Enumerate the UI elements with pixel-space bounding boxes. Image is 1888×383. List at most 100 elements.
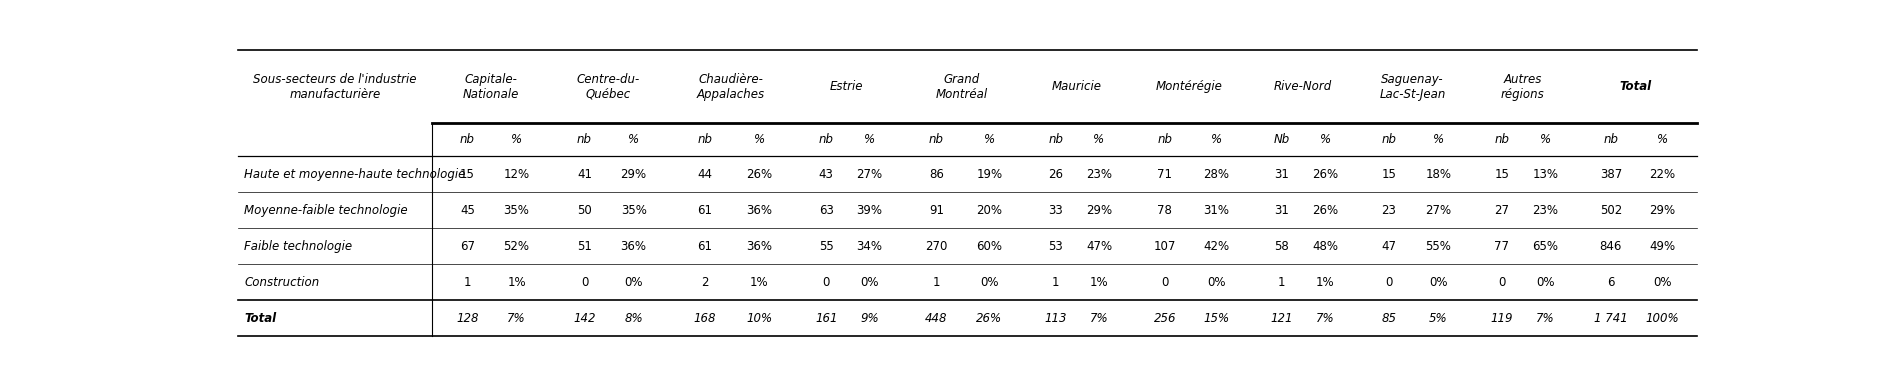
Text: %: % bbox=[865, 133, 874, 146]
Text: 71: 71 bbox=[1157, 168, 1172, 181]
Text: 31: 31 bbox=[1274, 168, 1290, 181]
Text: %: % bbox=[1433, 133, 1444, 146]
Text: 0%: 0% bbox=[1537, 276, 1554, 289]
Text: 60%: 60% bbox=[976, 240, 1003, 253]
Text: 1: 1 bbox=[1052, 276, 1059, 289]
Text: 121: 121 bbox=[1271, 312, 1293, 325]
Text: Autres
régions: Autres régions bbox=[1501, 73, 1544, 101]
Text: Construction: Construction bbox=[244, 276, 319, 289]
Text: 53: 53 bbox=[1048, 240, 1063, 253]
Text: 0: 0 bbox=[1386, 276, 1393, 289]
Text: 51: 51 bbox=[578, 240, 593, 253]
Text: 26%: 26% bbox=[1312, 204, 1339, 217]
Text: 26%: 26% bbox=[746, 168, 772, 181]
Text: nb: nb bbox=[578, 133, 593, 146]
Text: 1%: 1% bbox=[508, 276, 527, 289]
Text: 113: 113 bbox=[1044, 312, 1067, 325]
Text: 161: 161 bbox=[816, 312, 838, 325]
Text: 36%: 36% bbox=[746, 204, 772, 217]
Text: 0%: 0% bbox=[1654, 276, 1673, 289]
Text: 85: 85 bbox=[1382, 312, 1397, 325]
Text: 61: 61 bbox=[697, 204, 712, 217]
Text: 0%: 0% bbox=[1429, 276, 1448, 289]
Text: 86: 86 bbox=[929, 168, 944, 181]
Text: 128: 128 bbox=[457, 312, 478, 325]
Text: 119: 119 bbox=[1492, 312, 1512, 325]
Text: 1%: 1% bbox=[1089, 276, 1108, 289]
Text: 55%: 55% bbox=[1425, 240, 1452, 253]
Text: Nb: Nb bbox=[1274, 133, 1290, 146]
Text: %: % bbox=[1539, 133, 1550, 146]
Text: Sous-secteurs de l'industrie
manufacturière: Sous-secteurs de l'industrie manufacturi… bbox=[253, 73, 417, 101]
Text: 63: 63 bbox=[819, 204, 834, 217]
Text: 1: 1 bbox=[933, 276, 940, 289]
Text: 22%: 22% bbox=[1650, 168, 1677, 181]
Text: 387: 387 bbox=[1599, 168, 1622, 181]
Text: Centre-du-
Québec: Centre-du- Québec bbox=[576, 73, 640, 101]
Text: 7%: 7% bbox=[1535, 312, 1554, 325]
Text: 1: 1 bbox=[1278, 276, 1286, 289]
Text: 20%: 20% bbox=[976, 204, 1003, 217]
Text: 41: 41 bbox=[578, 168, 593, 181]
Text: 15: 15 bbox=[1382, 168, 1397, 181]
Text: %: % bbox=[1658, 133, 1669, 146]
Text: 0%: 0% bbox=[625, 276, 644, 289]
Text: 43: 43 bbox=[819, 168, 834, 181]
Text: 34%: 34% bbox=[857, 240, 882, 253]
Text: 0%: 0% bbox=[1206, 276, 1225, 289]
Text: %: % bbox=[753, 133, 765, 146]
Text: 42%: 42% bbox=[1203, 240, 1229, 253]
Text: nb: nb bbox=[461, 133, 476, 146]
Text: 7%: 7% bbox=[1316, 312, 1335, 325]
Text: 29%: 29% bbox=[1650, 204, 1677, 217]
Text: Estrie: Estrie bbox=[831, 80, 863, 93]
Text: Haute et moyenne-haute technologie: Haute et moyenne-haute technologie bbox=[244, 168, 466, 181]
Text: 0%: 0% bbox=[861, 276, 878, 289]
Text: 31: 31 bbox=[1274, 204, 1290, 217]
Text: nb: nb bbox=[1382, 133, 1397, 146]
Text: 91: 91 bbox=[929, 204, 944, 217]
Text: nb: nb bbox=[929, 133, 944, 146]
Text: 6: 6 bbox=[1607, 276, 1614, 289]
Text: 26%: 26% bbox=[976, 312, 1003, 325]
Text: 142: 142 bbox=[574, 312, 597, 325]
Text: 270: 270 bbox=[925, 240, 948, 253]
Text: 19%: 19% bbox=[976, 168, 1003, 181]
Text: 5%: 5% bbox=[1429, 312, 1448, 325]
Text: 36%: 36% bbox=[746, 240, 772, 253]
Text: 23%: 23% bbox=[1086, 168, 1112, 181]
Text: %: % bbox=[629, 133, 640, 146]
Text: 27%: 27% bbox=[1425, 204, 1452, 217]
Text: 7%: 7% bbox=[508, 312, 527, 325]
Text: 55: 55 bbox=[819, 240, 833, 253]
Text: Faible technologie: Faible technologie bbox=[244, 240, 353, 253]
Text: %: % bbox=[1210, 133, 1222, 146]
Text: %: % bbox=[512, 133, 523, 146]
Text: 67: 67 bbox=[461, 240, 476, 253]
Text: 26%: 26% bbox=[1312, 168, 1339, 181]
Text: 27%: 27% bbox=[857, 168, 882, 181]
Text: 1%: 1% bbox=[1316, 276, 1335, 289]
Text: 0: 0 bbox=[1161, 276, 1169, 289]
Text: 28%: 28% bbox=[1203, 168, 1229, 181]
Text: 45: 45 bbox=[461, 204, 474, 217]
Text: 9%: 9% bbox=[861, 312, 878, 325]
Text: 27: 27 bbox=[1495, 204, 1509, 217]
Text: 0: 0 bbox=[582, 276, 589, 289]
Text: 35%: 35% bbox=[621, 204, 646, 217]
Text: nb: nb bbox=[819, 133, 834, 146]
Text: Grand
Montréal: Grand Montréal bbox=[935, 73, 987, 101]
Text: 18%: 18% bbox=[1425, 168, 1452, 181]
Text: 52%: 52% bbox=[504, 240, 529, 253]
Text: 29%: 29% bbox=[621, 168, 648, 181]
Text: Chaudière-
Appalaches: Chaudière- Appalaches bbox=[697, 73, 765, 101]
Text: 77: 77 bbox=[1495, 240, 1509, 253]
Text: 10%: 10% bbox=[746, 312, 772, 325]
Text: nb: nb bbox=[1048, 133, 1063, 146]
Text: 36%: 36% bbox=[621, 240, 648, 253]
Text: 44: 44 bbox=[697, 168, 712, 181]
Text: Rive-Nord: Rive-Nord bbox=[1273, 80, 1331, 93]
Text: 502: 502 bbox=[1599, 204, 1622, 217]
Text: nb: nb bbox=[697, 133, 712, 146]
Text: 29%: 29% bbox=[1086, 204, 1112, 217]
